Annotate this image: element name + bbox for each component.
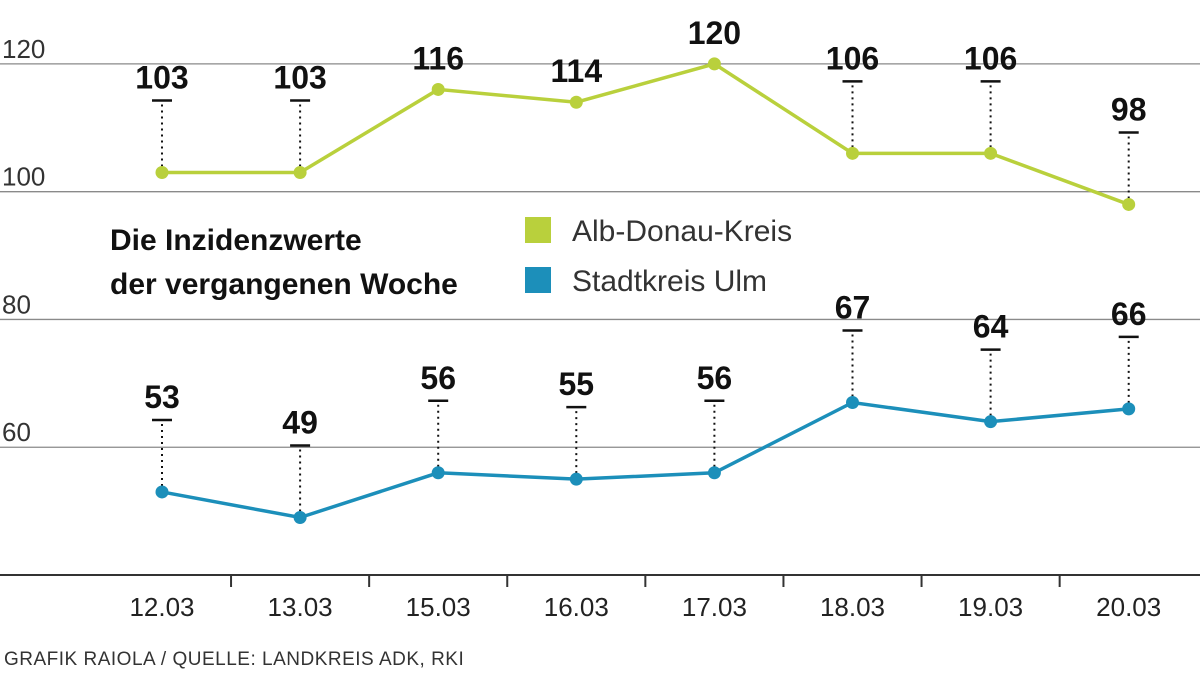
legend-swatch xyxy=(525,217,551,243)
y-tick-label: 80 xyxy=(2,289,31,319)
value-label: 120 xyxy=(688,15,741,51)
y-tick-label: 100 xyxy=(2,162,45,192)
value-label: 67 xyxy=(835,290,871,326)
y-tick-label: 60 xyxy=(2,417,31,447)
value-label: 106 xyxy=(964,40,1017,76)
legend-label: Stadtkreis Ulm xyxy=(572,265,767,298)
value-label: 49 xyxy=(282,405,318,441)
x-tick-label: 17.03 xyxy=(682,592,747,622)
value-label: 103 xyxy=(273,60,326,96)
value-label: 114 xyxy=(550,53,602,89)
data-point xyxy=(846,396,859,409)
value-label: 55 xyxy=(559,366,595,402)
x-tick-label: 12.03 xyxy=(129,592,194,622)
chart-title: der vergangenen Woche xyxy=(110,268,458,301)
value-label: 103 xyxy=(135,60,188,96)
value-label: 98 xyxy=(1111,91,1147,127)
series-line xyxy=(161,400,1129,520)
x-tick-label: 16.03 xyxy=(544,592,609,622)
x-tick-label: 18.03 xyxy=(820,592,885,622)
value-label: 64 xyxy=(973,309,1009,345)
data-point xyxy=(155,166,169,179)
chart-title: Die Inzidenzwerte xyxy=(110,224,362,257)
data-point xyxy=(431,82,445,96)
data-point xyxy=(984,415,998,429)
data-point xyxy=(569,472,583,486)
data-point xyxy=(293,511,307,524)
y-tick-label: 120 xyxy=(2,34,45,64)
data-point xyxy=(155,485,169,499)
series-line xyxy=(162,61,1130,207)
x-tick-label: 19.03 xyxy=(958,592,1023,622)
data-point xyxy=(431,466,445,480)
data-point xyxy=(707,466,721,480)
legend-label: Alb-Donau-Kreis xyxy=(572,215,792,248)
data-point xyxy=(1122,197,1136,211)
value-label: 56 xyxy=(697,360,733,396)
value-label: 116 xyxy=(412,40,464,76)
value-label: 66 xyxy=(1111,296,1147,332)
data-point xyxy=(984,146,998,160)
value-label: 53 xyxy=(144,379,180,415)
x-tick-label: 13.03 xyxy=(268,592,333,622)
legend-swatch xyxy=(525,267,551,293)
x-tick-label: 15.03 xyxy=(406,592,471,622)
data-point xyxy=(569,95,583,109)
value-label: 106 xyxy=(826,40,879,76)
x-tick-label: 20.03 xyxy=(1096,592,1161,622)
data-point xyxy=(293,166,307,179)
data-point xyxy=(707,57,721,71)
source: GRAFIK RAIOLA / QUELLE: LANDKREIS ADK, R… xyxy=(4,649,464,670)
value-label: 56 xyxy=(420,360,456,396)
data-point xyxy=(1122,402,1136,416)
data-point xyxy=(846,146,859,160)
